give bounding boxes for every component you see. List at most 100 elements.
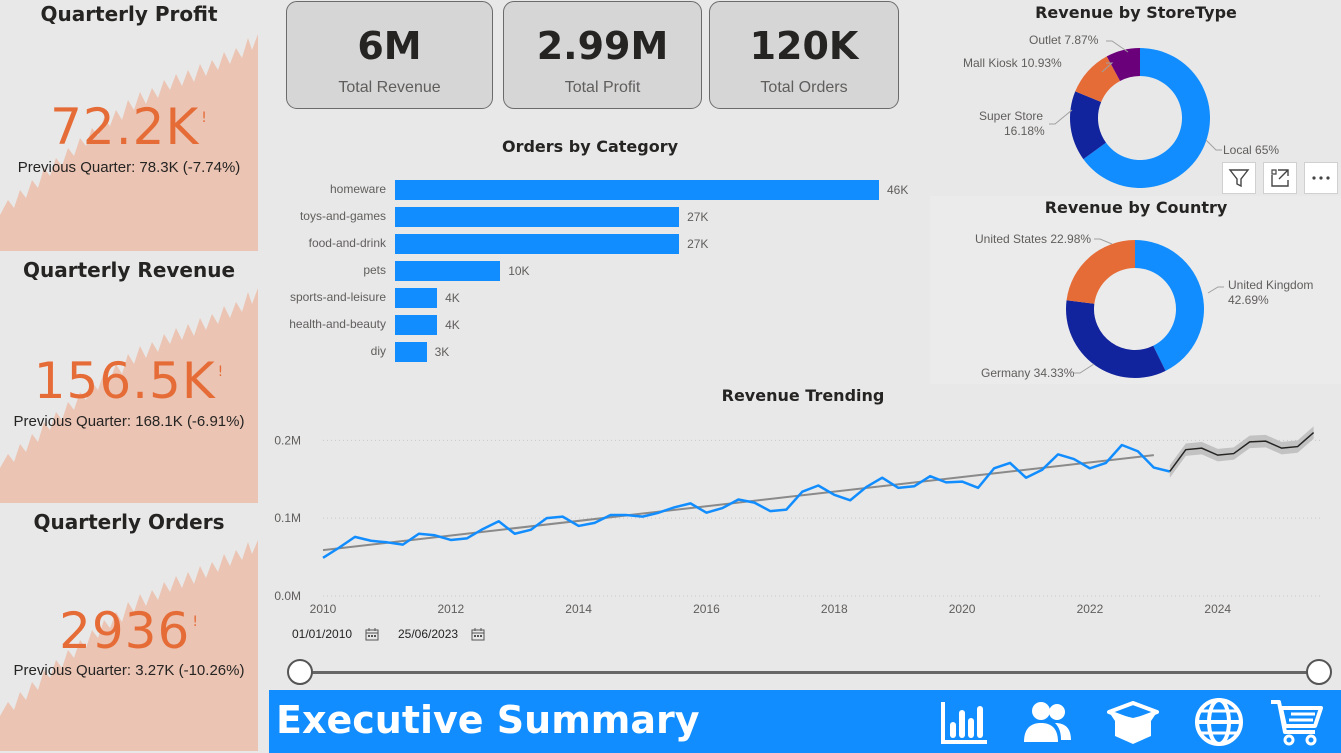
bar-diy[interactable] [395, 342, 427, 362]
category-label: pets [363, 263, 386, 277]
more-options-button[interactable] [1304, 162, 1338, 194]
slice-united-kingdom [1135, 240, 1204, 371]
country-donut [1066, 240, 1204, 378]
slice-label-local: Local 65% [1223, 143, 1280, 157]
x-tick-label: 2016 [693, 602, 720, 616]
bar-chart-icon[interactable] [937, 696, 993, 748]
kpi-previous: Previous Quarter: 3.27K (-10.26%) [13, 662, 245, 679]
slider-end-handle[interactable] [1306, 659, 1332, 685]
bar-data-label: 27K [687, 237, 709, 251]
card-label: Total Orders [760, 79, 848, 96]
slice-local [1083, 48, 1210, 188]
slice-label-outlet: Outlet 7.87% [1029, 33, 1099, 47]
card-total-profit: 2.99M Total Profit [503, 1, 702, 109]
calendar-icon[interactable] [471, 628, 485, 641]
bar-data-label: 10K [508, 264, 530, 278]
card-value: 2.99M [536, 24, 669, 68]
end-date-field[interactable]: 25/06/2023 [398, 627, 485, 641]
category-label: toys-and-games [299, 209, 386, 223]
box-icon[interactable] [1105, 696, 1161, 748]
focus-mode-button[interactable] [1263, 162, 1297, 194]
category-label: homeware [329, 182, 386, 196]
leader-lines [1074, 238, 1224, 374]
bar-sports-and-leisure[interactable] [395, 288, 438, 308]
users-icon[interactable] [1019, 696, 1075, 748]
category-label: diy [370, 344, 386, 358]
leader-lines [1049, 40, 1222, 151]
kpi-title: Quarterly Revenue [22, 258, 236, 282]
y-tick-label: 0.2M [274, 433, 301, 447]
kpi-title: Quarterly Profit [40, 2, 218, 26]
kpi-previous: Previous Quarter: 78.3K (-7.74%) [17, 159, 241, 176]
slice-mall-kiosk [1075, 56, 1121, 103]
bar-data-label: 4K [445, 291, 460, 305]
kpi-value: 2936! [59, 602, 199, 660]
slice-super-store [1070, 91, 1107, 160]
actual-line [322, 443, 1171, 559]
chart-title: Orders by Category [501, 137, 679, 156]
line-plot: 0.0M 0.1M 0.2M 2010 2012 2014 2016 2018 2020 2022… [274, 426, 1320, 616]
x-tick-label: 2010 [310, 602, 337, 616]
bar-data-label: 4K [445, 318, 460, 332]
bar-homeware[interactable] [395, 180, 879, 200]
slice-germany [1066, 300, 1166, 378]
page-title: Executive Summary [276, 698, 700, 742]
x-tick-label: 2012 [437, 602, 464, 616]
slice-outlet [1106, 48, 1140, 82]
slice-label-mall-kiosk: Mall Kiosk 10.93% [963, 56, 1062, 70]
bar-toys-and-games[interactable] [395, 207, 680, 227]
card-total-orders: 120K Total Orders [709, 1, 899, 109]
sparkline-area [0, 34, 258, 251]
start-date-field[interactable]: 01/01/2010 [292, 627, 379, 641]
kpi-value: 72.2K! [50, 98, 208, 156]
card-label: Total Revenue [338, 79, 441, 96]
trend-line [322, 454, 1154, 552]
x-tick-label: 2014 [565, 602, 592, 616]
slice-united-states [1066, 240, 1135, 304]
slice-label-united-states: United States 22.98% [975, 232, 1092, 246]
y-tick-label: 0.1M [274, 511, 301, 525]
kpi-sparkline [0, 540, 258, 751]
category-label: health-and-beauty [289, 317, 386, 331]
card-label: Total Profit [564, 79, 641, 96]
calendar-icon[interactable] [365, 628, 379, 641]
chart-title: Revenue Trending [721, 386, 885, 405]
slider-track[interactable] [299, 671, 1319, 674]
kpi-sparkline [0, 34, 258, 251]
sparkline-area [0, 540, 258, 751]
focus-mode-icon [1271, 169, 1289, 187]
category-label: food-and-drink [308, 236, 386, 250]
bar-data-label: 46K [887, 183, 909, 197]
kpi-sparkline [0, 288, 258, 503]
filter-icon [1228, 169, 1250, 188]
forecast-band [1169, 426, 1314, 478]
more-options-icon [1312, 176, 1330, 180]
cart-icon[interactable] [1269, 696, 1325, 748]
slice-label-germany: Germany 34.33% [981, 366, 1075, 380]
kpi-previous: Previous Quarter: 168.1K (-6.91%) [13, 413, 245, 430]
bar-health-and-beauty[interactable] [395, 315, 438, 335]
kpi-value: 156.5K! [33, 352, 225, 410]
chart-title: Revenue by StoreType [1035, 3, 1237, 22]
x-tick-label: 2022 [1077, 602, 1104, 616]
slider-start-handle[interactable] [287, 659, 313, 685]
bar-pets[interactable] [395, 261, 501, 281]
x-tick-label: 2024 [1204, 602, 1231, 616]
card-total-revenue: 6M Total Revenue [286, 1, 493, 109]
x-tick-label: 2018 [821, 602, 848, 616]
x-tick-label: 2020 [949, 602, 976, 616]
footer-nav-bar: Executive Summary [269, 690, 1341, 753]
slice-label-super-store: Super Store 16.18% [979, 109, 1045, 138]
filter-button[interactable] [1222, 162, 1256, 194]
globe-icon[interactable] [1191, 696, 1247, 748]
kpi-title: Quarterly Orders [33, 510, 225, 534]
forecast-line [1169, 432, 1315, 472]
storetype-donut [1070, 48, 1210, 188]
sparkline-area [0, 288, 258, 503]
chart-title: Revenue by Country [1044, 198, 1228, 217]
category-label: sports-and-leisure [289, 290, 386, 304]
bar-food-and-drink[interactable] [395, 234, 680, 254]
bar-data-label: 27K [687, 210, 709, 224]
y-tick-label: 0.0M [274, 589, 301, 603]
